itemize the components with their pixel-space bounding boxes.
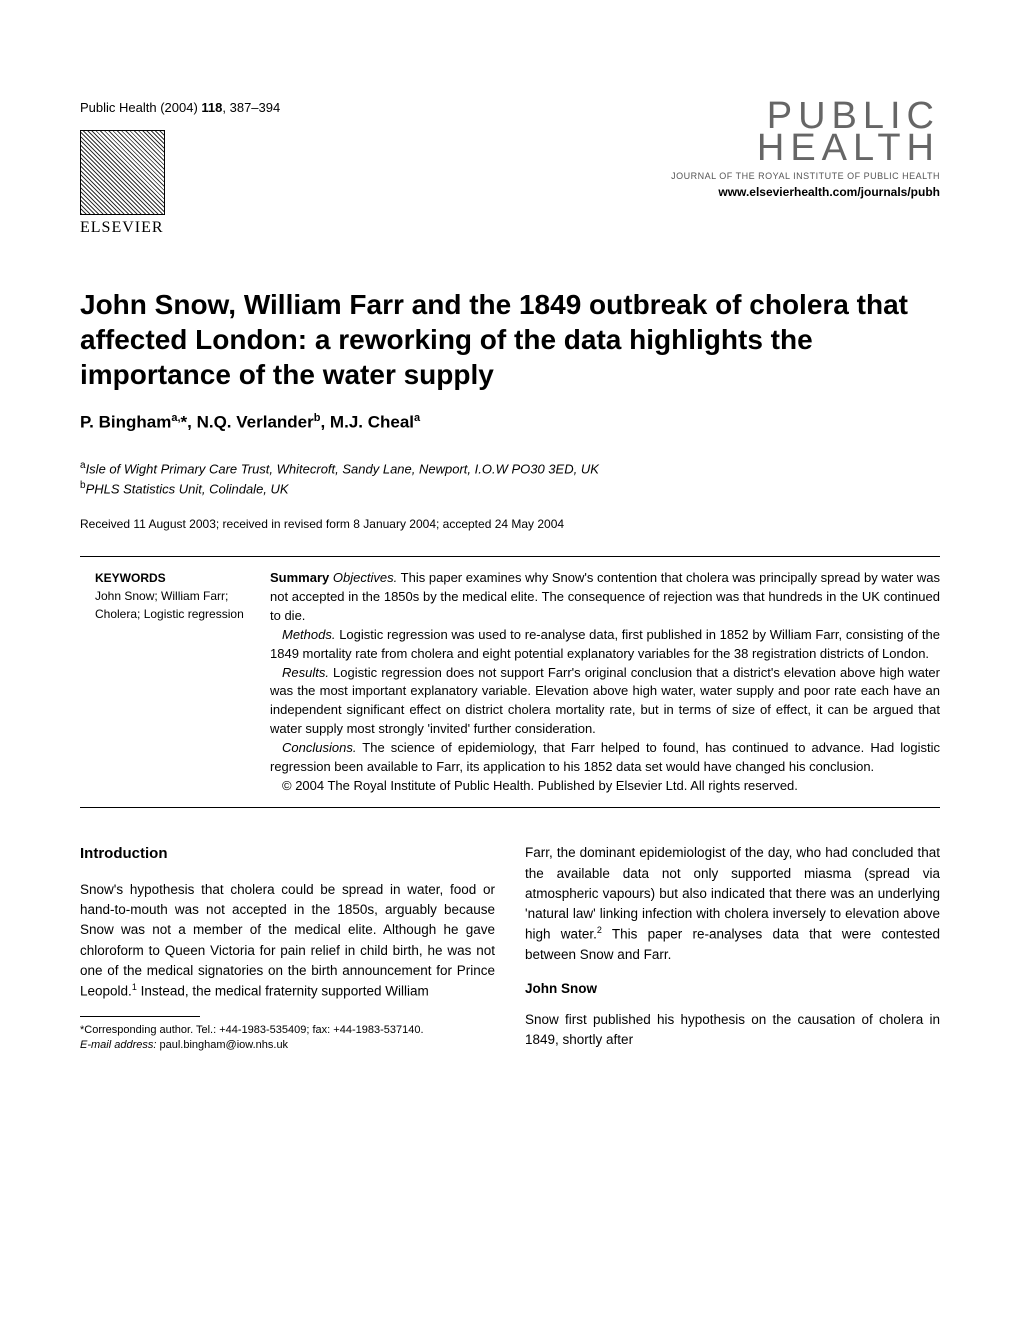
elsevier-text: ELSEVIER	[80, 219, 170, 237]
objectives-label: Objectives.	[333, 570, 397, 585]
results-label: Results.	[282, 665, 329, 680]
summary-methods: Methods. Logistic regression was used to…	[270, 626, 940, 664]
elsevier-logo: ELSEVIER	[80, 130, 170, 237]
affiliation-a: aIsle of Wight Primary Care Trust, White…	[80, 458, 940, 479]
author-1: P. Bingham	[80, 413, 171, 432]
elsevier-tree-icon	[80, 130, 165, 215]
abstract-box: KEYWORDS John Snow; William Farr; Choler…	[80, 556, 940, 808]
journal-ref-pages: , 387–394	[222, 100, 280, 115]
body-column-right: Farr, the dominant epidemiologist of the…	[525, 843, 940, 1053]
affiliation-b: bPHLS Statistics Unit, Colindale, UK	[80, 478, 940, 499]
affiliations: aIsle of Wight Primary Care Trust, White…	[80, 458, 940, 500]
footnote-rule	[80, 1016, 200, 1017]
journal-reference: Public Health (2004) 118, 387–394	[80, 100, 280, 115]
john-snow-heading: John Snow	[525, 979, 940, 999]
methods-text: Logistic regression was used to re-analy…	[270, 627, 940, 661]
body-columns: Introduction Snow's hypothesis that chol…	[80, 843, 940, 1053]
affil-b-text: PHLS Statistics Unit, Colindale, UK	[86, 482, 289, 497]
keywords-heading: KEYWORDS	[95, 569, 245, 587]
copyright: © 2004 The Royal Institute of Public Hea…	[270, 777, 940, 796]
left-header: Public Health (2004) 118, 387–394 ELSEVI…	[80, 100, 280, 237]
logo-line2: HEALTH	[671, 132, 940, 164]
summary-label: Summary	[270, 570, 329, 585]
summary-results: Results. Logistic regression does not su…	[270, 664, 940, 739]
snow-paragraph: Snow first published his hypothesis on t…	[525, 1010, 940, 1051]
summary-column: Summary Objectives. This paper examines …	[260, 556, 940, 808]
footnote-block: *Corresponding author. Tel.: +44-1983-53…	[80, 1023, 495, 1054]
article-dates: Received 11 August 2003; received in rev…	[80, 517, 940, 531]
col2-paragraph: Farr, the dominant epidemiologist of the…	[525, 843, 940, 965]
intro-text-b: Instead, the medical fraternity supporte…	[137, 984, 429, 999]
author-2: , N.Q. Verlander	[187, 413, 314, 432]
email-address: paul.bingham@iow.nhs.uk	[156, 1039, 288, 1051]
keywords-column: KEYWORDS John Snow; William Farr; Choler…	[80, 557, 260, 807]
body-column-left: Introduction Snow's hypothesis that chol…	[80, 843, 495, 1053]
email-line: E-mail address: paul.bingham@iow.nhs.uk	[80, 1038, 495, 1053]
methods-label: Methods.	[282, 627, 335, 642]
conclusions-label: Conclusions.	[282, 740, 356, 755]
page-header: Public Health (2004) 118, 387–394 ELSEVI…	[80, 100, 940, 237]
results-text: Logistic regression does not support Far…	[270, 665, 940, 737]
author-1-affil: a,	[171, 412, 180, 424]
keywords-text: John Snow; William Farr; Cholera; Logist…	[95, 587, 245, 623]
conclusions-text: The science of epidemiology, that Farr h…	[270, 740, 940, 774]
intro-paragraph: Snow's hypothesis that cholera could be …	[80, 880, 495, 1002]
journal-subtitle: JOURNAL OF THE ROYAL INSTITUTE OF PUBLIC…	[671, 171, 940, 181]
author-3: , M.J. Cheal	[320, 413, 414, 432]
affil-a-text: Isle of Wight Primary Care Trust, Whitec…	[86, 461, 599, 476]
journal-ref-prefix: Public Health (2004)	[80, 100, 201, 115]
article-title: John Snow, William Farr and the 1849 out…	[80, 287, 940, 392]
journal-logo: PUBLIC HEALTH	[671, 100, 940, 165]
journal-ref-vol: 118	[201, 100, 222, 115]
summary-objectives: Summary Objectives. This paper examines …	[270, 569, 940, 626]
intro-text-a: Snow's hypothesis that cholera could be …	[80, 882, 495, 999]
authors: P. Binghama,*, N.Q. Verlanderb, M.J. Che…	[80, 412, 940, 433]
corresponding-author: *Corresponding author. Tel.: +44-1983-53…	[80, 1023, 495, 1038]
email-label: E-mail address:	[80, 1039, 156, 1051]
introduction-heading: Introduction	[80, 843, 495, 866]
right-header: PUBLIC HEALTH JOURNAL OF THE ROYAL INSTI…	[671, 100, 940, 199]
summary-conclusions: Conclusions. The science of epidemiology…	[270, 739, 940, 777]
author-3-affil: a	[414, 412, 420, 424]
journal-url: www.elsevierhealth.com/journals/pubh	[671, 185, 940, 199]
